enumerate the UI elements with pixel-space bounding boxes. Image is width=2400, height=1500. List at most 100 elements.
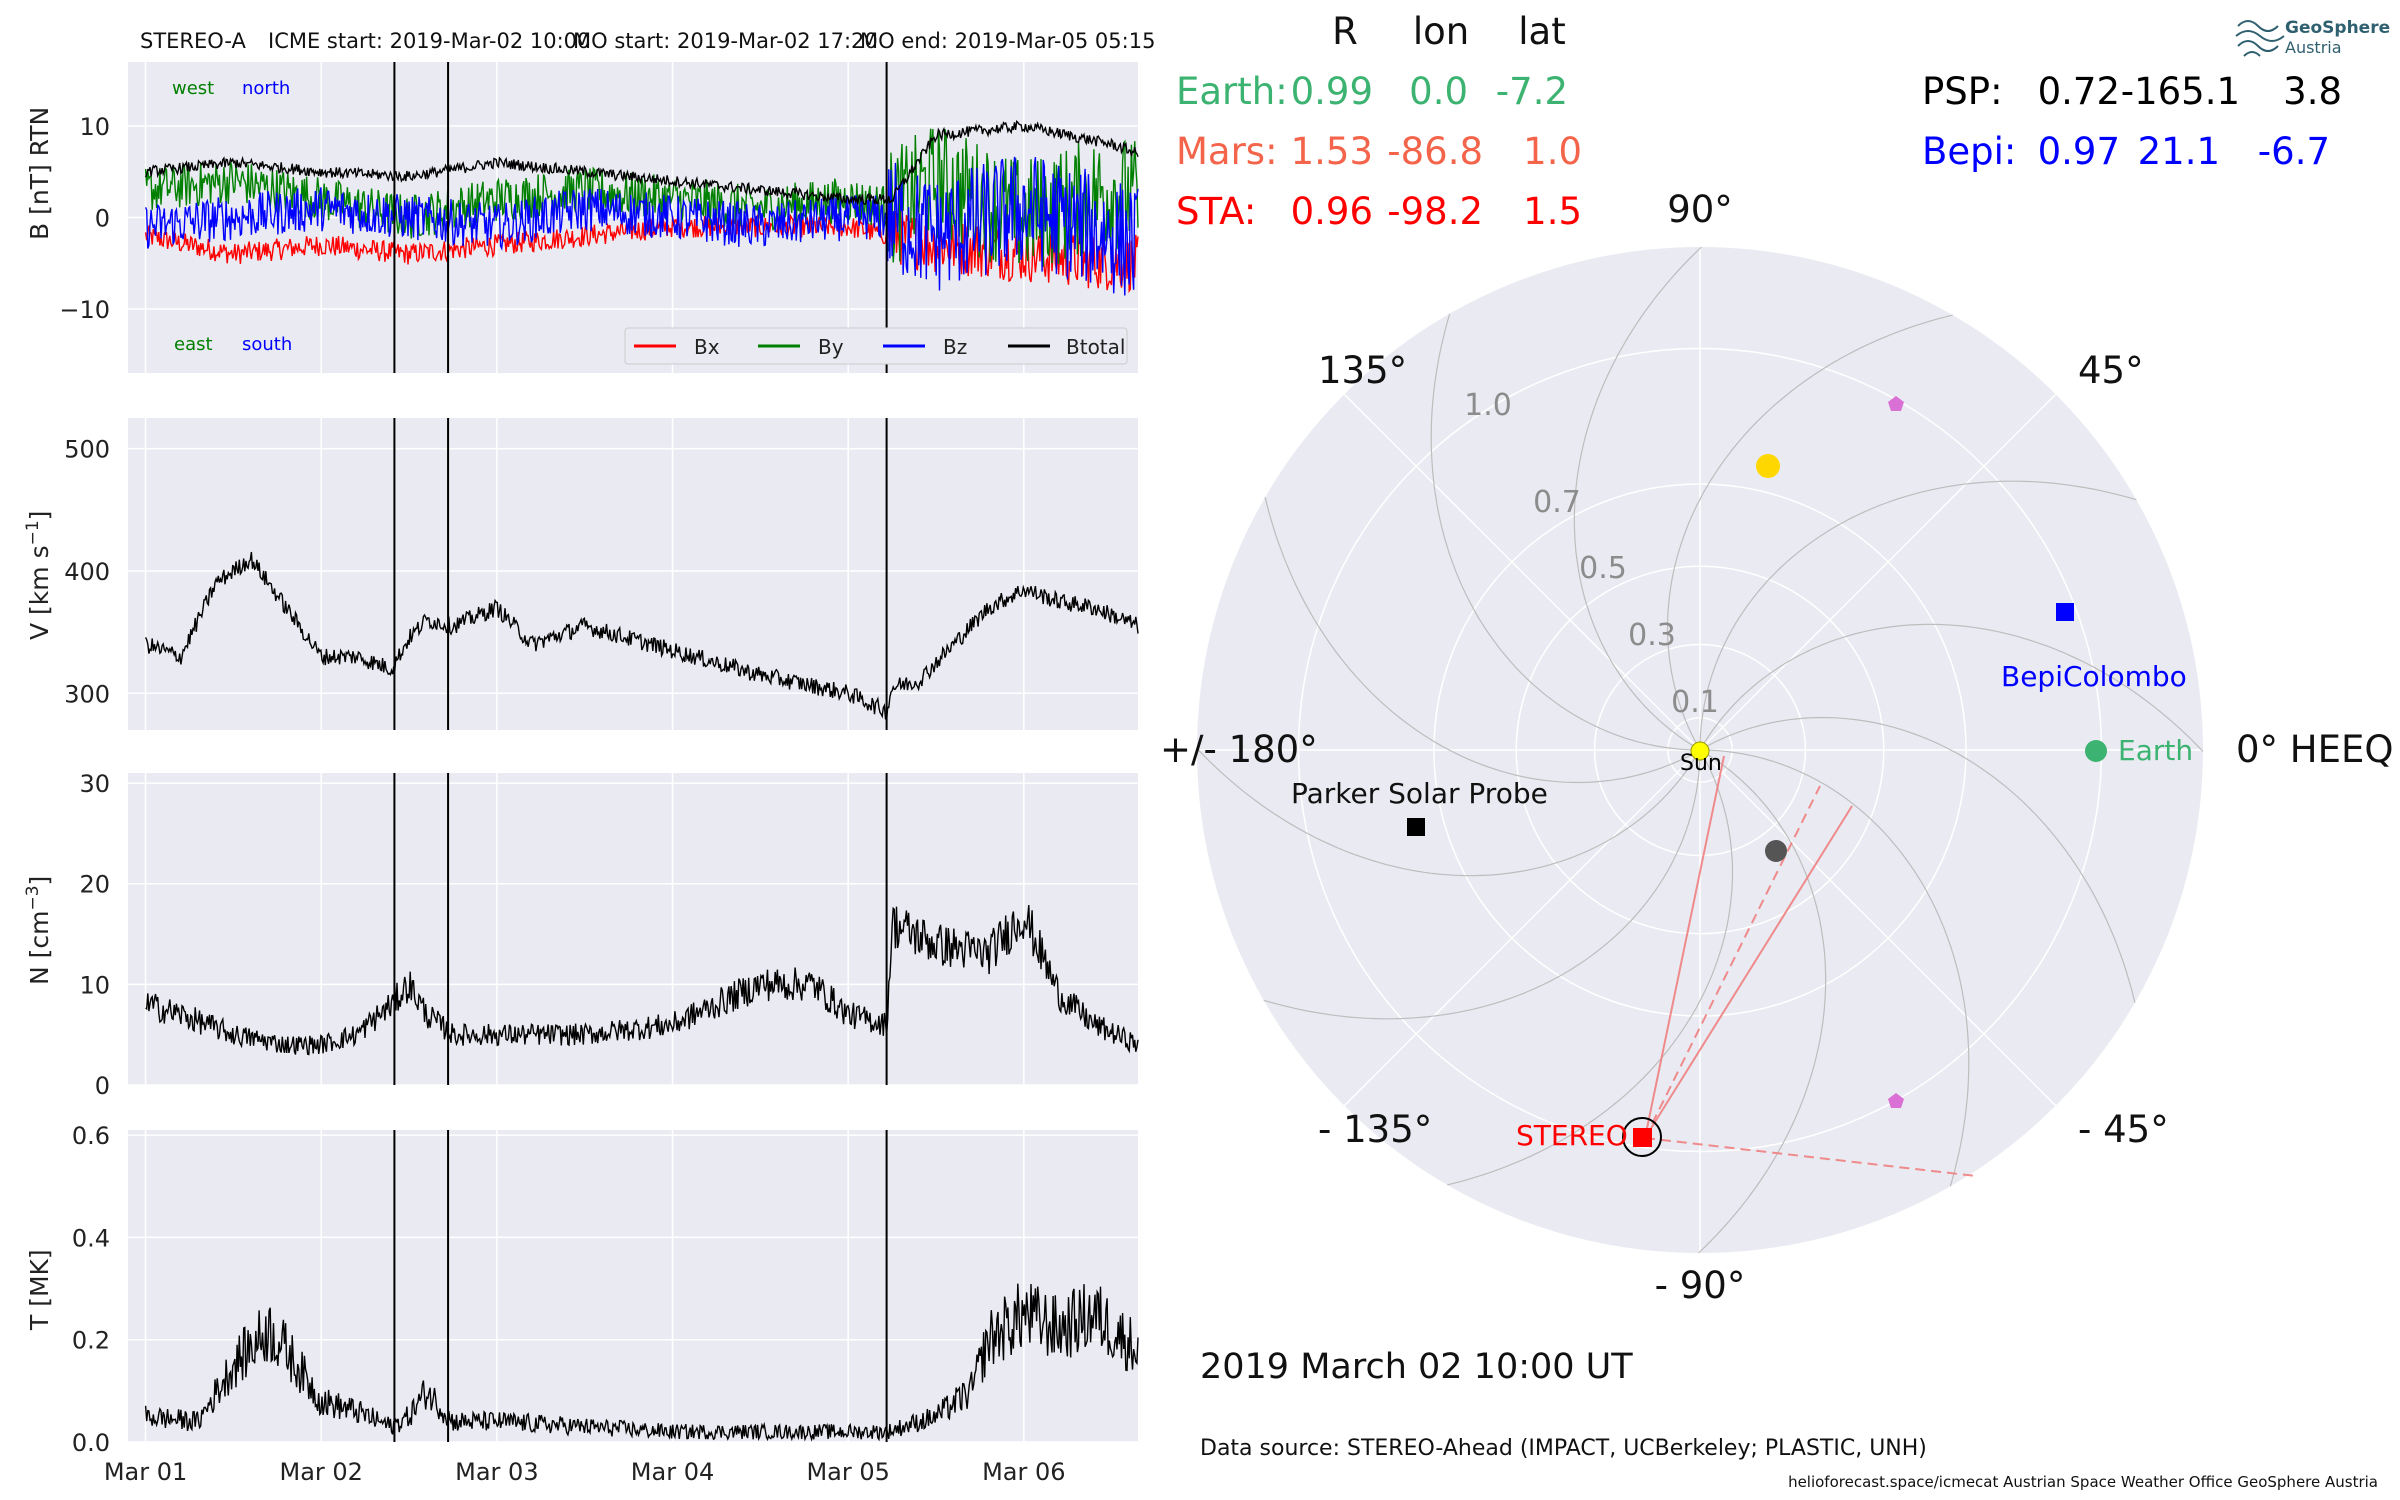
y-tick-label: 20 [79,871,110,899]
fov-line-dashed-b [1644,1137,1977,1177]
table-sta-r: 0.96 [1291,190,1373,233]
table-mars-label: Mars: [1176,130,1278,173]
series-line-bx [144,211,1139,294]
earth-marker [2085,740,2107,762]
radial-tick-1.0: 1.0 [1464,388,1512,423]
angle-label-minus135: - 135° [1318,1108,1432,1151]
position-table: R lon lat Earth: 0.99 0.0 -7.2 Mars: 1.5… [1176,10,2342,233]
polar-plot: 0.1 0.3 0.5 0.7 1.0 0° HEEQ 45° 90° 135°… [1160,188,2394,1307]
ylabel-v: V [km s−1] [23,511,54,640]
annotation-west: west [172,78,214,99]
y-tick-label: 0.2 [72,1327,110,1355]
bepi-marker [2056,603,2074,621]
logo-line2: Austria [2285,38,2342,57]
polar-spoke [1343,749,1701,1107]
parker-spiral-line [1699,749,1970,1187]
table-mars-lon: -86.8 [1387,130,1483,173]
y-tick-label: 10 [79,113,110,141]
ylabel-t: T [MK] [25,1249,54,1331]
table-psp-label: PSP: [1922,70,2003,113]
parker-spiral-line [1263,749,1701,1020]
angle-label-90: 90° [1667,188,1733,231]
sun-marker [1690,741,1710,761]
parker-spiral-line [1196,748,1701,877]
legend-label-bz: Bz [943,335,967,359]
parker-spiral-line [1698,749,1827,1254]
table-header-r: R [1332,10,1358,53]
table-bepi-lat: -6.7 [2258,130,2330,173]
table-bepi-r: 0.97 [2038,130,2120,173]
mercury-marker [1765,840,1787,862]
angle-label-0: 0° HEEQ [2236,728,2394,771]
table-bepi-lon: 21.1 [2138,130,2220,173]
timeseries-panels: −10 0 10 300 400 500 0 10 20 30 0.0 0.2 0.4 0.6 Mar 01… [59,62,1139,1486]
psp-label: Parker Solar Probe [1291,777,1548,810]
y-tick-label: −10 [59,296,110,324]
header-icme-start: ICME start: 2019-Mar-02 10:00 [268,29,590,53]
x-tick-label: Mar 06 [982,1458,1065,1486]
fov-line-sun [1644,755,1725,1139]
parker-spiral-line [1264,497,1701,784]
panel-temperature: 0.0 0.2 0.4 0.6 [72,1122,1139,1457]
table-mars-r: 1.53 [1291,130,1373,173]
ylabel-n: N [cm−3] [23,876,54,985]
table-psp-lon: -165.1 [2121,70,2240,113]
logo-line1: GeoSphere [2285,18,2390,38]
legend-b-components: Bx By Bz Btotal [624,327,1128,365]
angle-label-180: +/- 180° [1160,728,1318,771]
footer-credits: helioforecast.space/icmecat Austrian Spa… [1788,1473,2378,1491]
parker-spiral-line [1699,716,2136,1003]
table-sta-lat: 1.5 [1523,190,1582,233]
parker-spiral-line [1699,480,2137,751]
parker-spirals [1196,246,2204,1254]
ylabel-b: B [nT] RTN [25,107,54,240]
stereo-fov-lines [1644,755,1977,1177]
annotation-south: south [242,334,292,355]
legend-label-by: By [818,335,844,359]
header-spacecraft: STEREO-A [140,29,247,53]
parker-spiral-line [1430,313,1701,751]
table-sta-label: STA: [1176,190,1256,233]
stereo-ring [1622,1117,1662,1157]
radial-tick-0.1: 0.1 [1671,685,1719,720]
polar-grid [1197,247,2203,1253]
table-earth-lat: -7.2 [1496,70,1568,113]
stereo-label: STEREO [1516,1119,1628,1152]
legend-label-bx: Bx [694,335,720,359]
annotation-north: north [242,78,290,99]
table-psp-r: 0.72 [2038,70,2120,113]
angle-label-minus45: - 45° [2078,1108,2169,1151]
y-tick-label: 0.4 [72,1224,110,1252]
venus-marker [1756,454,1780,478]
annotation-east: east [174,334,213,355]
series-line-n [145,905,1139,1056]
x-tick-label: Mar 04 [631,1458,714,1486]
y-tick-label: 0 [95,205,110,233]
panel-background [128,1130,1138,1442]
radial-tick-0.5: 0.5 [1579,551,1627,586]
parker-spiral-line [1699,623,2204,752]
y-tick-label: 10 [79,971,110,999]
panel-speed: 300 400 500 [64,418,1139,730]
series-line-bz [144,156,1139,296]
parker-spiral-line [1666,314,1953,751]
table-earth-label: Earth: [1176,70,1288,113]
panel-magnetic-field: −10 0 10 [59,62,1139,373]
polar-spoke [1343,393,1701,751]
angle-label-135: 135° [1318,349,1407,392]
polar-spoke [1699,393,2057,751]
angle-label-minus90: - 90° [1655,1264,1746,1307]
pentagon-marker-upper [1888,396,1904,411]
sun-label: Sun [1680,751,1722,776]
x-tick-label: Mar 02 [279,1458,362,1486]
table-psp-lat: 3.8 [2283,70,2342,113]
angle-label-45: 45° [2078,349,2144,392]
polar-spoke [1699,749,2057,1107]
header-mo-start: MO start: 2019-Mar-02 17:20 [573,29,878,53]
y-tick-label: 400 [64,558,110,586]
table-mars-lat: 1.0 [1523,130,1582,173]
footer-datetime: 2019 March 02 10:00 UT [1200,1347,1633,1387]
radial-tick-0.7: 0.7 [1533,485,1581,520]
panel-background [128,418,1138,730]
